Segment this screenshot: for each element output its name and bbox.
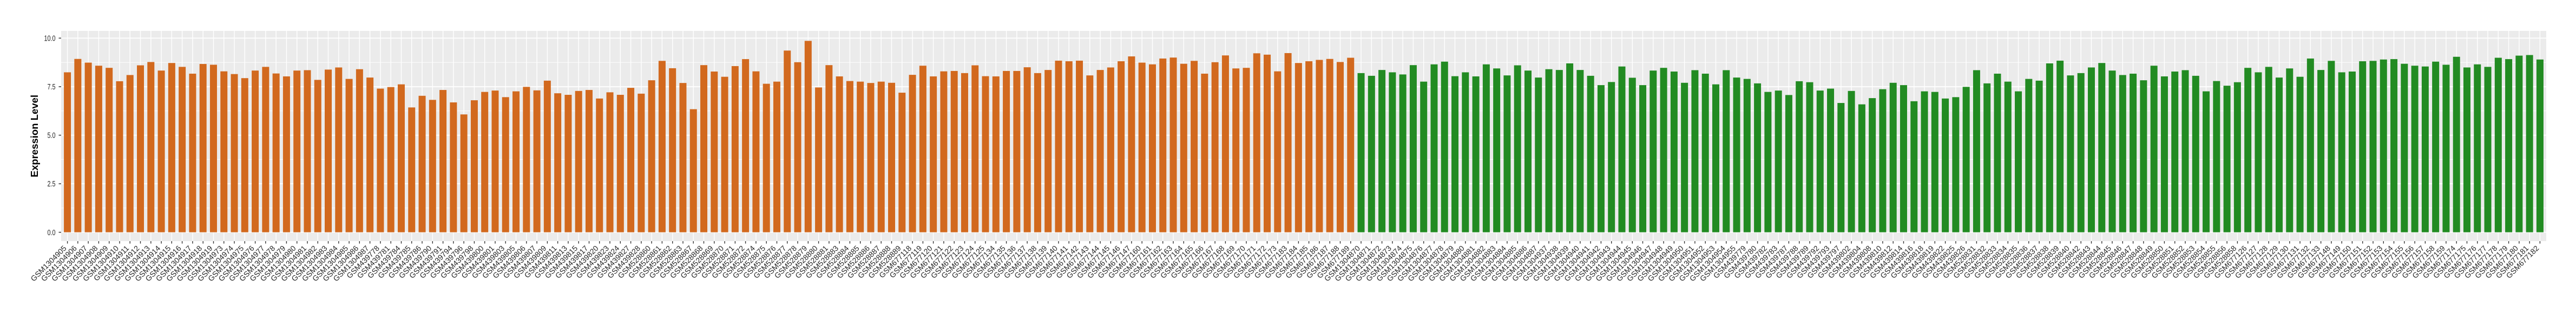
svg-text:10.0: 10.0 [44, 35, 56, 43]
svg-text:0.0: 0.0 [48, 229, 56, 237]
svg-text:2.5: 2.5 [48, 180, 56, 189]
svg-text:7.5: 7.5 [48, 83, 56, 92]
svg-text:Expression Level: Expression Level [29, 95, 40, 177]
svg-text:5.0: 5.0 [48, 132, 56, 140]
